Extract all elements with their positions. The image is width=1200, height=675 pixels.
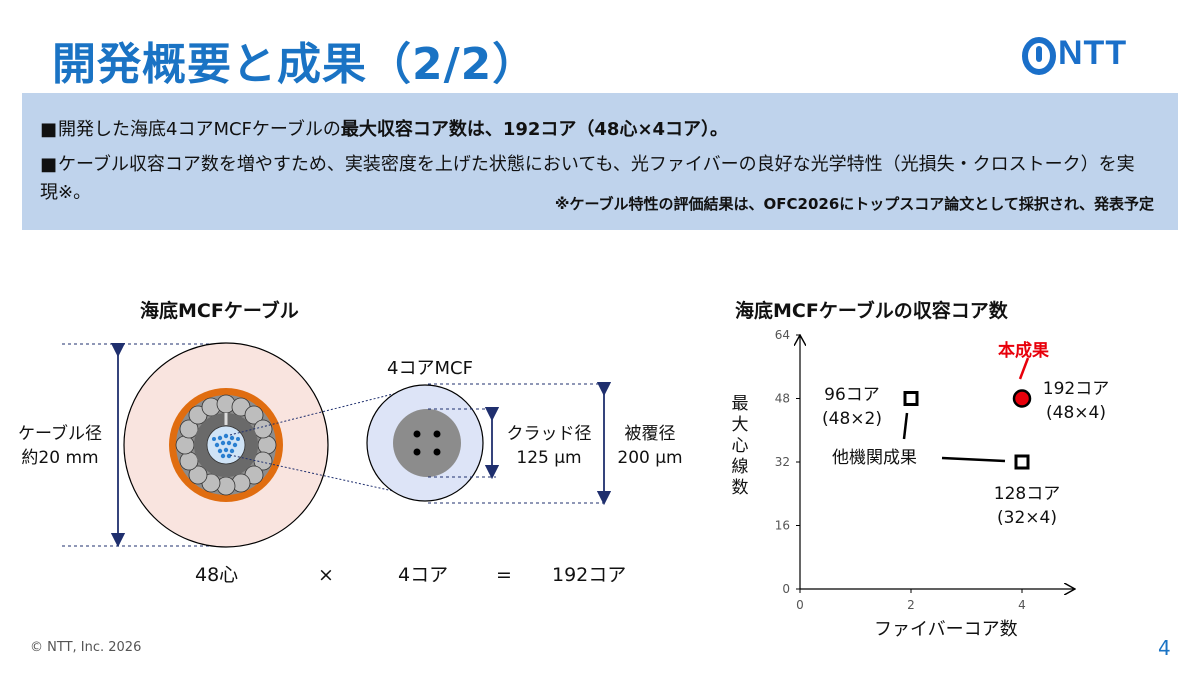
left-figure-caption: 海底MCFケーブル <box>140 300 299 322</box>
point-label-line: (48×4) <box>1046 403 1106 423</box>
y-tick-label: 64 <box>775 328 790 342</box>
x-tick-label: 0 <box>796 598 804 612</box>
cable-diameter-name: ケーブル径 <box>18 424 102 444</box>
point-label: 192コア (48×4) <box>1036 377 1116 425</box>
this-work-point <box>1012 389 1032 408</box>
ntt-logo <box>1022 37 1056 75</box>
cladding-diameter-label: クラッド径 125 μm <box>498 422 600 470</box>
publication-note: ※ケーブル特性の評価結果は、OFC2026にトップスコア論文として採択され、発表… <box>554 195 1154 213</box>
x-tick-label: 4 <box>1018 598 1026 612</box>
page-number: 4 <box>1158 636 1171 660</box>
this-work-label: 本成果 <box>998 341 1049 361</box>
mcf-label: 4コアMCF <box>387 358 473 379</box>
x-tick-label: 2 <box>907 598 915 612</box>
copyright: © NTT, Inc. 2026 <box>30 640 142 655</box>
cable-diameter-label: ケーブル径 約20 mm <box>10 422 110 470</box>
cladding-name: クラッド径 <box>506 424 592 444</box>
point-label: 128コア (32×4) <box>982 482 1072 530</box>
point-label: 96コア (48×2) <box>812 383 892 431</box>
page-title: 開発概要と成果（2/2） <box>52 39 538 90</box>
point-label-line: (32×4) <box>997 508 1057 528</box>
bullet-1-text: 開発した海底4コアMCFケーブルの <box>58 119 341 140</box>
bullet-1: ■開発した海底4コアMCFケーブルの最大収容コア数は、192コア（48心×4コア… <box>40 116 728 144</box>
core-count-chart: 0 16 32 48 64 0 2 4 <box>775 328 1120 612</box>
cladding-value: 125 μm <box>516 448 582 468</box>
point-label-line: 128コア <box>993 484 1061 504</box>
summary-box <box>22 93 1178 230</box>
logo-text: NTT <box>1058 34 1128 72</box>
x-axis-label: ファイバーコア数 <box>874 619 1018 640</box>
y-tick-label: 16 <box>775 519 790 533</box>
bullet-mark: ■ <box>40 119 58 140</box>
coating-diameter-label: 被覆径 200 μm <box>612 422 688 470</box>
other-work-point <box>903 391 919 406</box>
strand-ring <box>175 394 277 496</box>
point-label-line: (48×2) <box>822 409 882 429</box>
y-tick-label: 0 <box>782 582 790 596</box>
bullet-1-bold-text: 最大収容コア数は、192コア（48心×4コア）。 <box>340 119 729 140</box>
chart-title: 海底MCFケーブルの収容コア数 <box>735 300 1008 322</box>
equation-times: × <box>318 564 334 586</box>
equation-equals: = <box>496 564 512 586</box>
equation-result: 192コア <box>552 564 627 586</box>
y-axis-label: 最大心線数 <box>731 394 749 498</box>
point-label-line: 96コア <box>824 385 880 405</box>
coating-name: 被覆径 <box>624 424 676 444</box>
bullet-mark: ■ <box>40 154 58 175</box>
equation-cores: 4コア <box>398 564 449 586</box>
cable-diameter-value: 約20 mm <box>21 448 99 468</box>
y-tick-label: 32 <box>775 455 790 469</box>
other-work-label: 他機関成果 <box>832 448 917 468</box>
other-work-point <box>1014 454 1030 470</box>
equation-fibers: 48心 <box>195 564 239 586</box>
y-tick-label: 48 <box>775 392 790 406</box>
coating-value: 200 μm <box>617 448 683 468</box>
point-label-line: 192コア <box>1042 379 1110 399</box>
cable-diagram <box>62 342 612 548</box>
bullet-2-text: ケーブル収容コア数を増やすため、実装密度を上げた状態においても、光ファイバーの良… <box>40 154 1135 203</box>
bullet-2: ■ケーブル収容コア数を増やすため、実装密度を上げた状態においても、光ファイバーの… <box>40 151 1150 207</box>
